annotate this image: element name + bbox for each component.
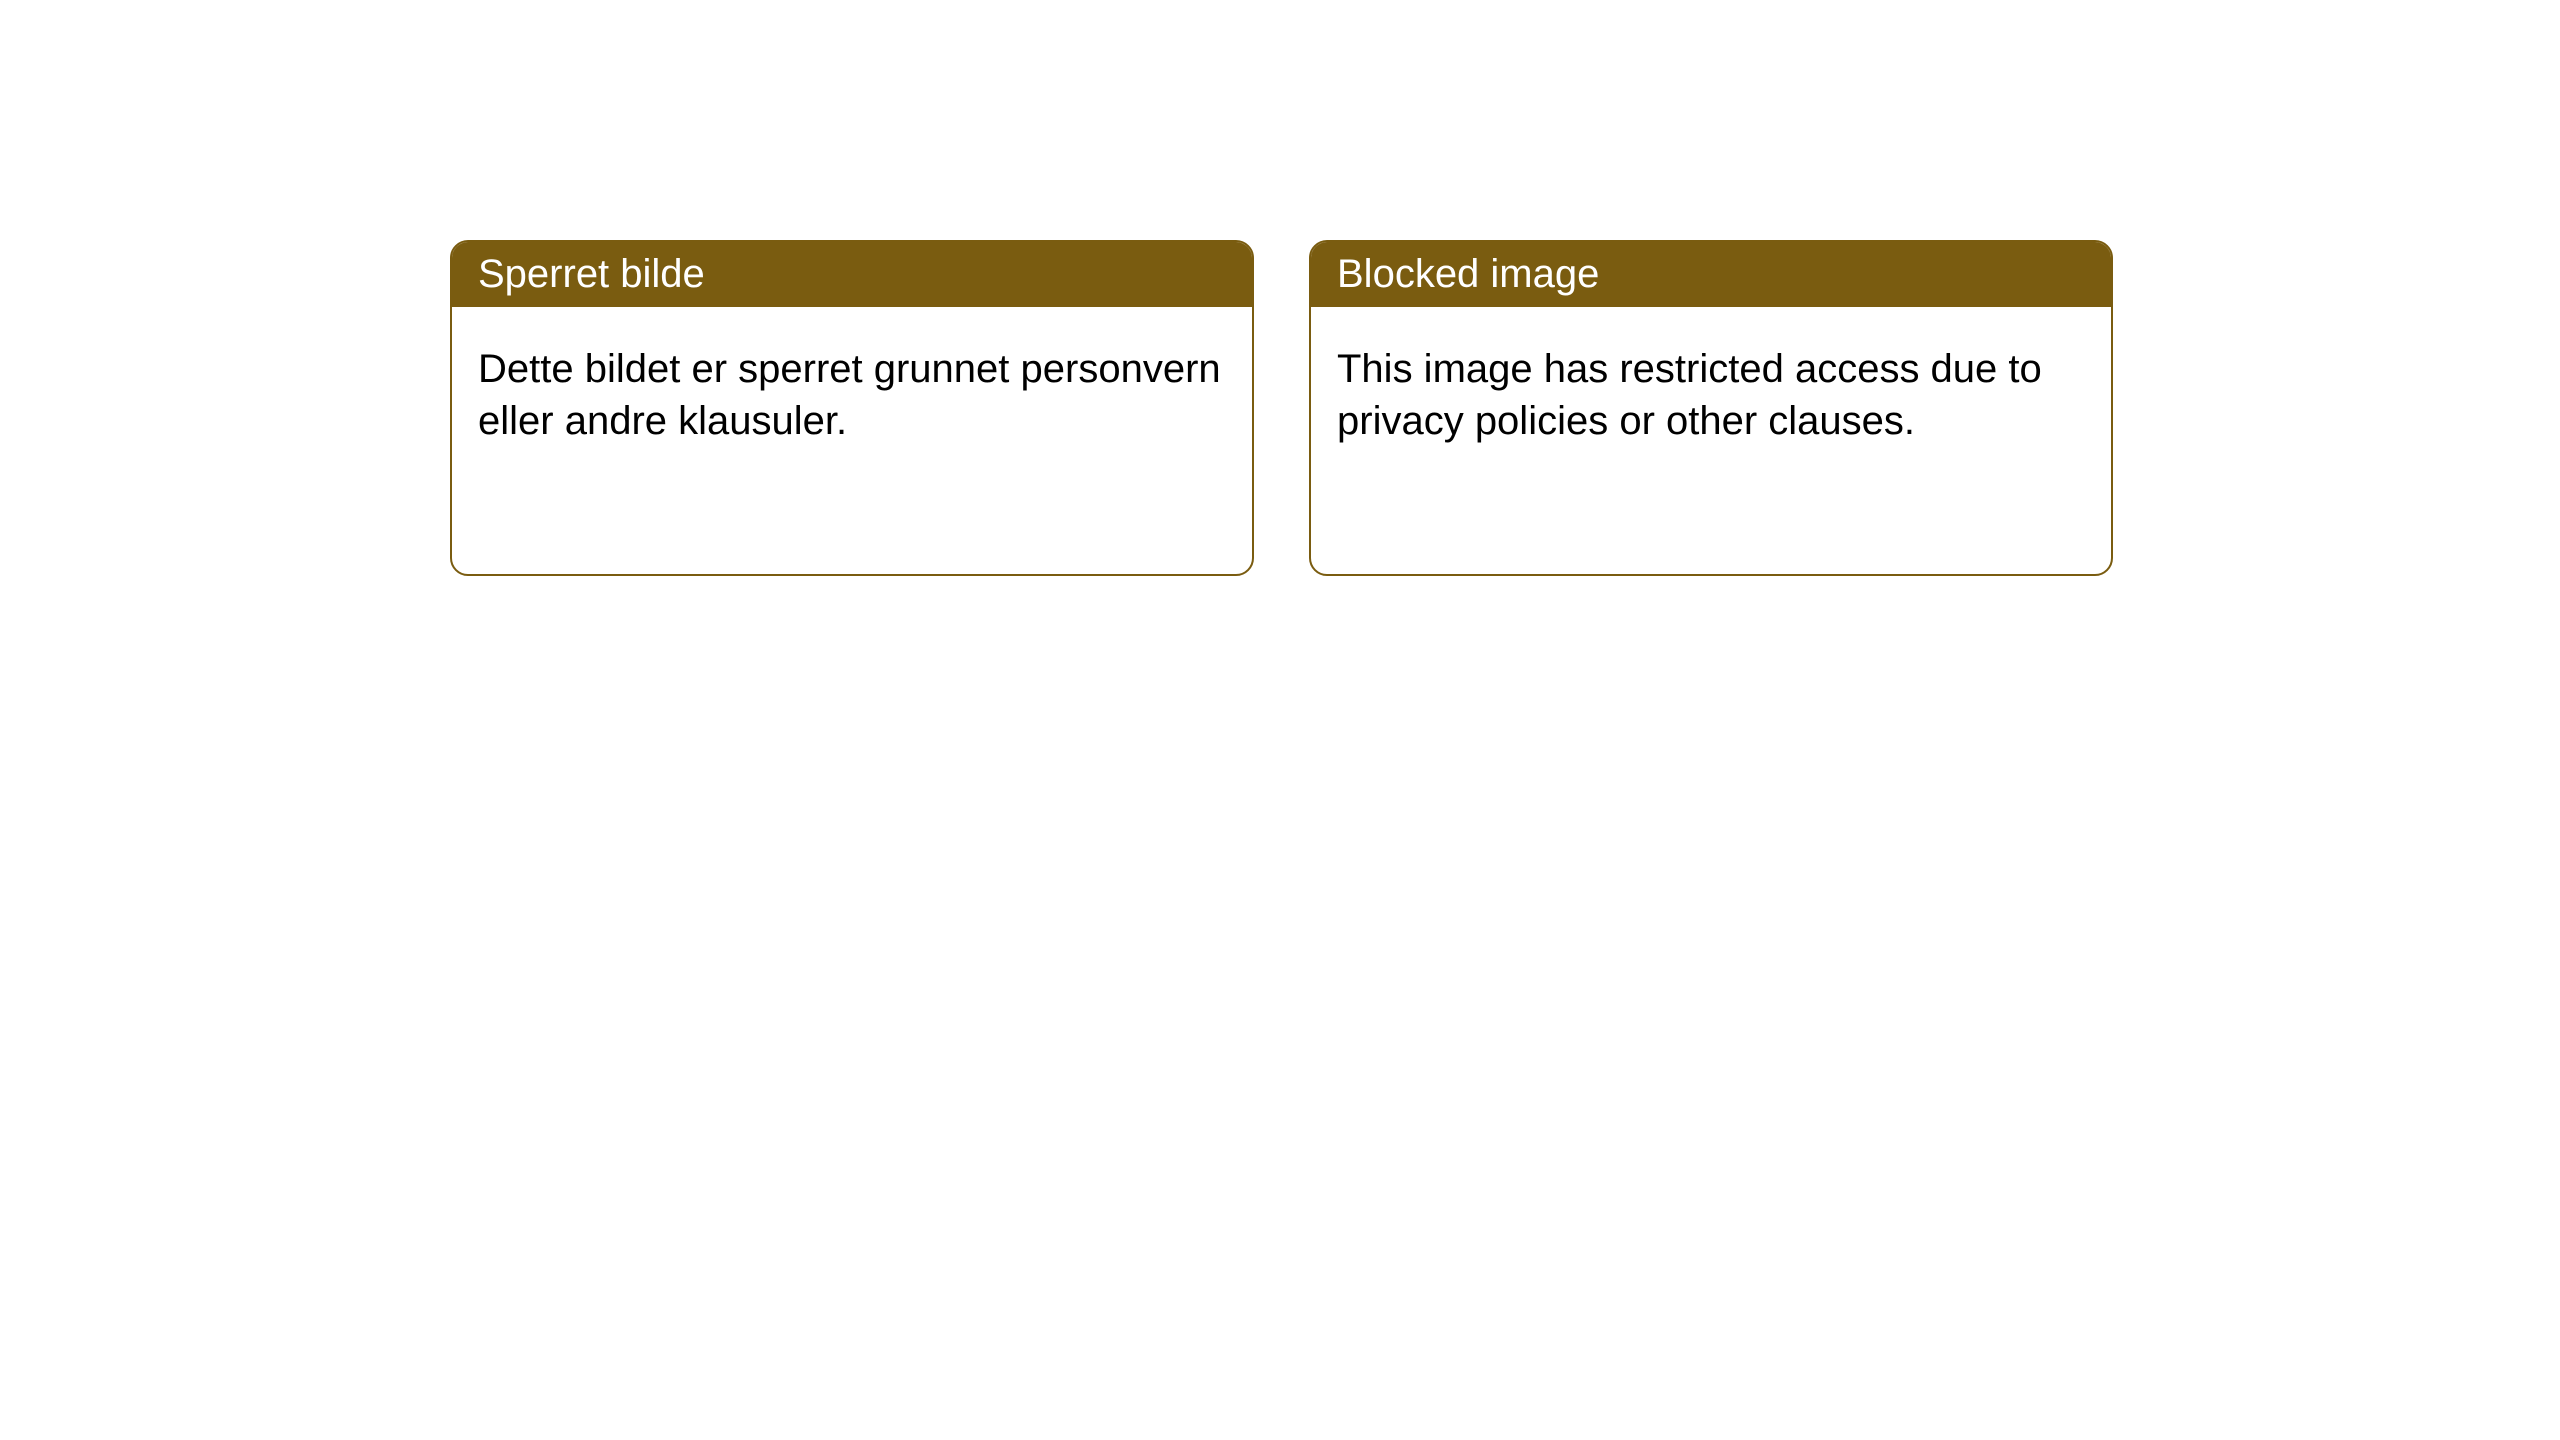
notice-container: Sperret bilde Dette bildet er sperret gr… [0, 0, 2560, 576]
notice-body: This image has restricted access due to … [1311, 307, 2111, 483]
notice-card-norwegian: Sperret bilde Dette bildet er sperret gr… [450, 240, 1254, 576]
notice-card-english: Blocked image This image has restricted … [1309, 240, 2113, 576]
notice-title: Sperret bilde [452, 242, 1252, 307]
notice-body: Dette bildet er sperret grunnet personve… [452, 307, 1252, 483]
notice-title: Blocked image [1311, 242, 2111, 307]
